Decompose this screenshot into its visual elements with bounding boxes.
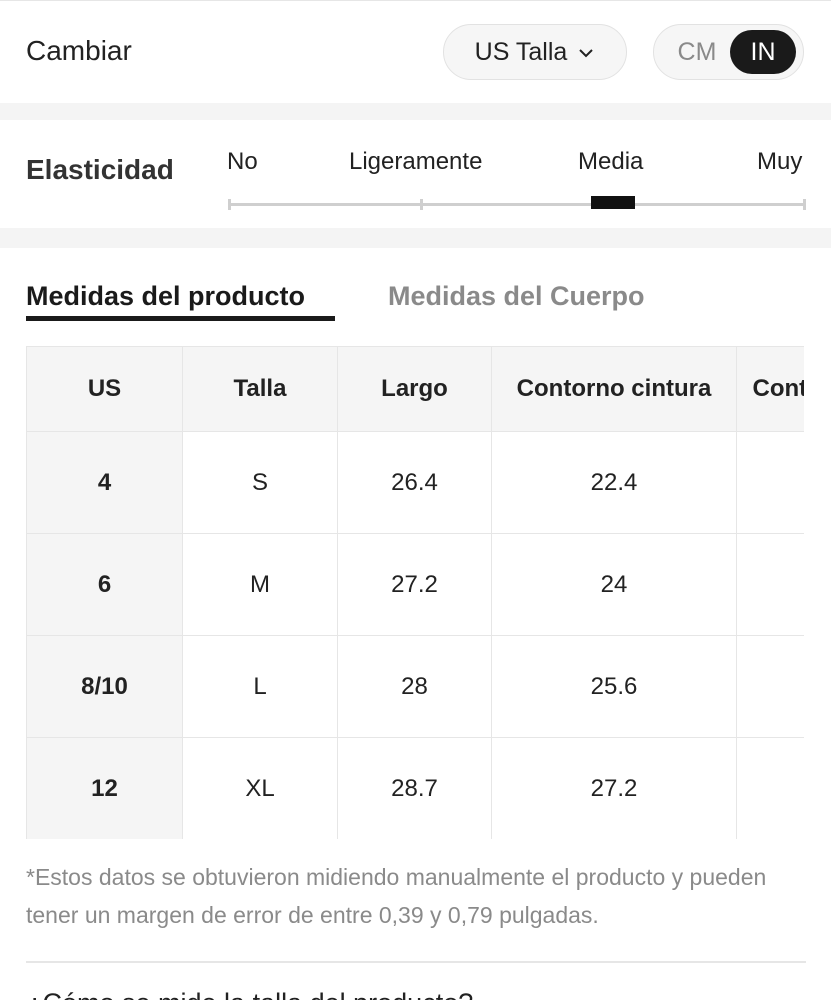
table-cell: 22.4	[491, 431, 737, 534]
elasticity-level-medium: Media	[578, 148, 644, 175]
tab-body-measurements[interactable]: Medidas del Cuerpo	[388, 281, 645, 311]
table-cell: 28	[337, 635, 492, 738]
unit-cm-option[interactable]: CM	[677, 37, 717, 66]
elasticity-label: Elasticidad	[26, 154, 174, 185]
table-row: 4 S 26.4 22.4	[26, 431, 804, 534]
table-cell: XL	[182, 737, 338, 839]
measurement-disclaimer: *Estos datos se obtuvieron midiendo manu…	[26, 864, 767, 928]
tab-product-measurements[interactable]: Medidas del producto	[26, 281, 306, 311]
unit-in-option[interactable]: IN	[730, 30, 796, 74]
elasticity-tick	[803, 199, 806, 210]
table-cell: 27.2	[337, 533, 492, 636]
column-header-size: Talla	[182, 346, 338, 432]
section-gap	[0, 103, 831, 120]
table-row: 6 M 27.2 24	[26, 533, 804, 636]
table-cell: 25.6	[491, 635, 737, 738]
how-to-measure-title[interactable]: ¿Cómo se mide la talla del producto?	[26, 988, 473, 1000]
table-cell: 4	[26, 431, 183, 534]
table-cell	[736, 737, 804, 839]
table-cell: 12	[26, 737, 183, 839]
elasticity-level-high: Muy	[757, 148, 803, 175]
page-title: Cambiar	[26, 35, 132, 66]
size-system-dropdown[interactable]: US Talla	[443, 24, 627, 80]
unit-toggle[interactable]: CM IN	[653, 24, 804, 80]
table-cell	[736, 431, 804, 534]
chevron-down-icon	[579, 49, 594, 58]
elasticity-level-no: No	[227, 148, 258, 175]
table-cell: 24	[491, 533, 737, 636]
elasticity-level-slight: Ligeramente	[349, 148, 483, 175]
table-cell: 28.7	[337, 737, 492, 839]
size-system-label: US Talla	[474, 37, 568, 66]
elasticity-track	[228, 199, 806, 210]
elasticity-section: Elasticidad No Ligeramente Media Muy	[0, 120, 831, 228]
table-cell: L	[182, 635, 338, 738]
active-tab-indicator	[26, 316, 335, 321]
table-cell: M	[182, 533, 338, 636]
table-header-row: US Talla Largo Contorno cintura Contorno…	[26, 346, 804, 432]
table-cell	[736, 533, 804, 636]
size-table-container[interactable]: US Talla Largo Contorno cintura Contorno…	[26, 346, 804, 839]
elasticity-marker	[591, 196, 635, 209]
section-gap	[0, 228, 831, 248]
table-cell: S	[182, 431, 338, 534]
table-cell: 27.2	[491, 737, 737, 839]
table-row: 12 XL 28.7 27.2	[26, 737, 804, 839]
table-row: 8/10 L 28 25.6	[26, 635, 804, 738]
elasticity-tick	[228, 199, 231, 210]
column-header-length: Largo	[337, 346, 492, 432]
table-cell: 26.4	[337, 431, 492, 534]
column-header-us: US	[26, 346, 183, 432]
size-table: US Talla Largo Contorno cintura Contorno…	[26, 346, 804, 839]
table-cell: 8/10	[26, 635, 183, 738]
header-bar: Cambiar US Talla CM IN	[0, 0, 831, 103]
elasticity-tick	[420, 199, 423, 210]
table-cell	[736, 635, 804, 738]
table-cell: 6	[26, 533, 183, 636]
divider	[26, 961, 806, 963]
column-header-waist: Contorno cintura	[491, 346, 737, 432]
column-header-hip: Contorno cadera	[736, 346, 804, 432]
